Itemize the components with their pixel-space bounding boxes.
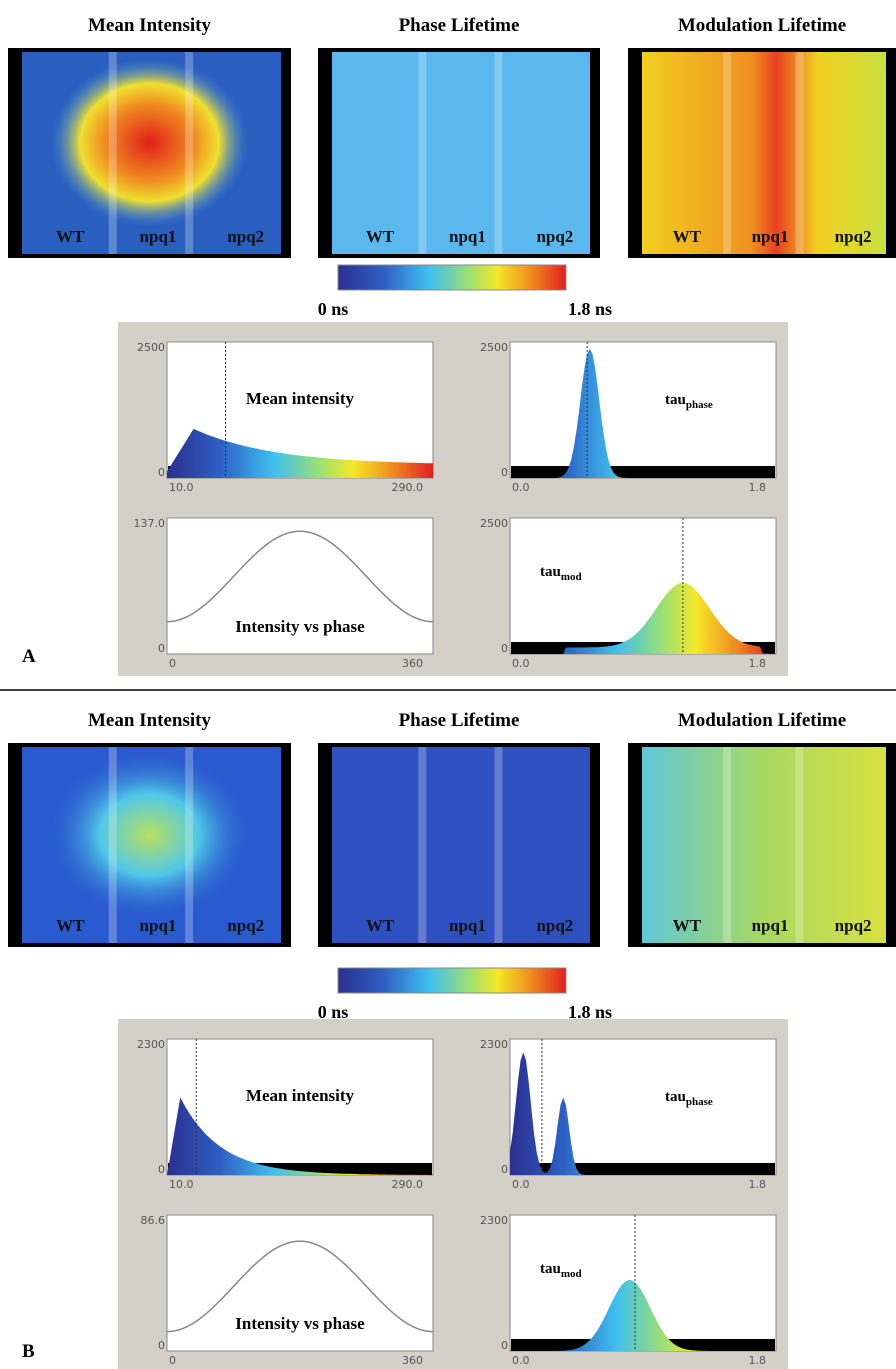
plot-title: Intensity vs phase	[235, 1314, 365, 1333]
y-max: 2500	[480, 341, 508, 354]
image-label: npq1	[140, 916, 177, 935]
x-min: 0.0	[512, 657, 530, 670]
panel-label: B	[22, 1341, 35, 1362]
x-min: 0	[169, 1354, 176, 1367]
image-title: Phase Lifetime	[399, 710, 520, 731]
x-max: 1.8	[749, 1354, 767, 1367]
lane-edge	[796, 747, 804, 943]
image-label: npq2	[536, 227, 573, 246]
y-min: 0	[158, 1339, 165, 1352]
image-title: Modulation Lifetime	[678, 15, 846, 36]
y-max: 2300	[480, 1214, 508, 1227]
plot-title-sub: mod	[561, 1268, 582, 1280]
x-max: 290.0	[392, 481, 424, 494]
x-max: 1.8	[749, 1178, 767, 1191]
image-label: npq1	[449, 227, 486, 246]
image-label: npq2	[227, 916, 264, 935]
plot-title-main: tau	[665, 392, 686, 408]
panel-label: A	[22, 646, 36, 667]
y-min: 0	[158, 466, 165, 479]
y-max: 86.6	[141, 1214, 166, 1227]
image-title: Phase Lifetime	[399, 15, 520, 36]
y-max: 2300	[137, 1038, 165, 1051]
image-label: WT	[673, 916, 702, 935]
y-min: 0	[501, 466, 508, 479]
plot-title: Intensity vs phase	[235, 617, 365, 636]
lane-edge	[418, 52, 426, 254]
plot-title-main: tau	[665, 1089, 686, 1105]
image-label: WT	[673, 227, 702, 246]
colorbar	[338, 265, 566, 290]
x-min: 0.0	[512, 481, 530, 494]
image-title: Mean Intensity	[88, 15, 211, 36]
lane-edge	[796, 52, 804, 254]
y-max: 137.0	[134, 517, 166, 530]
image	[332, 52, 590, 254]
x-max: 1.8	[749, 481, 767, 494]
x-max: 360	[402, 1354, 423, 1367]
image	[332, 747, 590, 943]
lane-edge	[723, 52, 731, 254]
x-min: 0	[169, 657, 176, 670]
plot-title-sub: mod	[561, 571, 582, 583]
plot-title: Mean intensity	[246, 389, 355, 408]
plot-title-sub: phase	[686, 1096, 713, 1108]
y-max: 2500	[137, 341, 165, 354]
image-label: npq2	[835, 227, 872, 246]
image-title: Mean Intensity	[88, 710, 211, 731]
plot-title: Mean intensity	[246, 1086, 355, 1105]
x-min: 0.0	[512, 1178, 530, 1191]
y-max: 2500	[480, 517, 508, 530]
x-max: 1.8	[749, 657, 767, 670]
image-title: Modulation Lifetime	[678, 710, 846, 731]
lane-edge	[723, 747, 731, 943]
x-min: 10.0	[169, 481, 194, 494]
x-min: 0.0	[512, 1354, 530, 1367]
image-hot	[50, 753, 248, 916]
image-label: npq2	[835, 916, 872, 935]
image-hot	[50, 59, 248, 227]
y-min: 0	[501, 1163, 508, 1176]
image-label: npq1	[449, 916, 486, 935]
y-min: 0	[158, 642, 165, 655]
lane-edge	[185, 52, 193, 254]
image-label: WT	[56, 227, 85, 246]
plot-title-main: tau	[540, 564, 561, 580]
hist-base	[511, 466, 775, 478]
image-label: npq2	[536, 916, 573, 935]
plot-title-sub: phase	[686, 399, 713, 411]
lane-edge	[494, 747, 502, 943]
x-max: 360	[402, 657, 423, 670]
plot-area	[510, 1039, 776, 1175]
colorbar-max: 1.8 ns	[568, 299, 612, 319]
colorbar-min: 0 ns	[318, 299, 349, 319]
lane-edge	[418, 747, 426, 943]
plot-title-main: tau	[540, 1261, 561, 1277]
image-label: WT	[366, 227, 395, 246]
plot-area	[510, 342, 776, 478]
image-label: npq1	[752, 227, 789, 246]
image	[642, 747, 886, 943]
y-max: 2300	[480, 1038, 508, 1051]
image-label: WT	[366, 916, 395, 935]
image-label: npq1	[140, 227, 177, 246]
lane-edge	[494, 52, 502, 254]
image-label: npq1	[752, 916, 789, 935]
lane-edge	[185, 747, 193, 943]
y-min: 0	[501, 642, 508, 655]
image-label: WT	[56, 916, 85, 935]
figure: Mean Intensity WT npq1 npq2 Phase Lifetime WT…	[0, 0, 896, 1369]
x-min: 10.0	[169, 1178, 194, 1191]
x-max: 290.0	[392, 1178, 424, 1191]
image-label: npq2	[227, 227, 264, 246]
image	[642, 52, 886, 254]
colorbar	[338, 968, 566, 993]
y-min: 0	[158, 1163, 165, 1176]
lane-edge	[109, 52, 117, 254]
y-min: 0	[501, 1339, 508, 1352]
lane-edge	[109, 747, 117, 943]
